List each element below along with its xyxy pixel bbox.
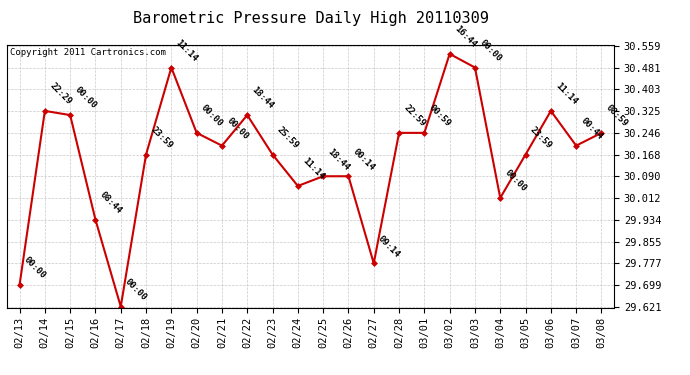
Text: 11:14: 11:14	[301, 156, 326, 182]
Text: 18:44: 18:44	[326, 147, 351, 172]
Text: 00:00: 00:00	[477, 38, 503, 63]
Text: Barometric Pressure Daily High 20110309: Barometric Pressure Daily High 20110309	[132, 11, 489, 26]
Text: 08:44: 08:44	[98, 190, 124, 216]
Text: 18:44: 18:44	[250, 86, 275, 111]
Text: 00:14: 00:14	[351, 147, 377, 172]
Text: 25:59: 25:59	[275, 125, 301, 150]
Text: 00:00: 00:00	[22, 255, 48, 281]
Text: 23:59: 23:59	[529, 125, 553, 150]
Text: 16:44: 16:44	[453, 24, 477, 50]
Text: 11:14: 11:14	[174, 38, 199, 63]
Text: 09:14: 09:14	[377, 234, 402, 259]
Text: 00:00: 00:00	[73, 86, 98, 111]
Text: 00:00: 00:00	[199, 104, 225, 129]
Text: 22:59: 22:59	[402, 104, 427, 129]
Text: 00:00: 00:00	[503, 168, 529, 194]
Text: 00:59: 00:59	[427, 104, 453, 129]
Text: 22:29: 22:29	[48, 81, 73, 107]
Text: 00:00: 00:00	[124, 277, 149, 303]
Text: 00:44: 00:44	[579, 116, 604, 141]
Text: 23:59: 23:59	[149, 125, 174, 150]
Text: Copyright 2011 Cartronics.com: Copyright 2011 Cartronics.com	[10, 48, 166, 57]
Text: 00:00: 00:00	[225, 116, 250, 141]
Text: 11:14: 11:14	[553, 81, 579, 107]
Text: 08:59: 08:59	[604, 104, 629, 129]
